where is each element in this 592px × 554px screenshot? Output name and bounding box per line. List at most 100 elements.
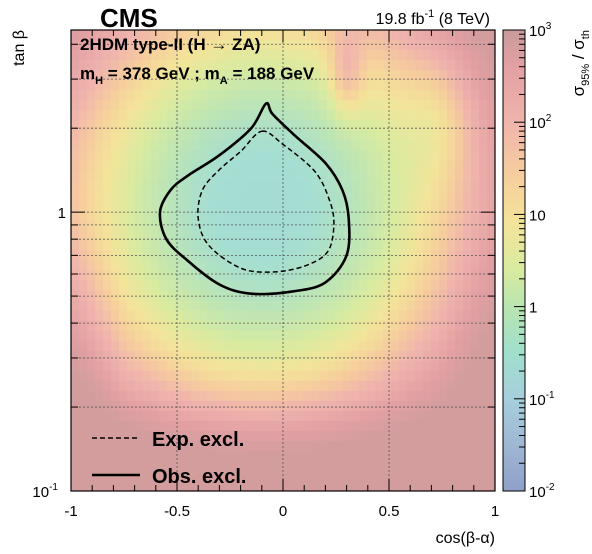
heatmap-cell (263, 280, 272, 292)
heatmap-cell (311, 70, 320, 81)
heatmap-cell (287, 40, 296, 51)
heatmap-cell (431, 420, 440, 432)
heatmap-cell (399, 300, 408, 312)
heatmap-cell (111, 260, 120, 272)
heatmap-cell (423, 170, 432, 181)
heatmap-cell (375, 130, 384, 141)
heatmap-cell (439, 210, 448, 222)
heatmap-cell (407, 270, 416, 282)
heatmap-cell (95, 110, 104, 121)
heatmap-cell (431, 160, 440, 171)
heatmap-cell (431, 380, 440, 392)
heatmap-cell (167, 140, 176, 151)
heatmap-cell (175, 90, 184, 101)
heatmap-cell (335, 60, 344, 71)
heatmap-cell (183, 40, 192, 51)
heatmap-cell (167, 180, 176, 191)
heatmap-cell (319, 60, 328, 71)
heatmap-cell (439, 90, 448, 101)
heatmap-cell (119, 270, 128, 282)
heatmap-cell (247, 140, 256, 151)
heatmap-cell (239, 70, 248, 81)
heatmap-cell (487, 340, 495, 352)
heatmap-cell (223, 330, 232, 342)
heatmap-cell (135, 240, 144, 252)
heatmap-cell (279, 350, 288, 362)
heatmap-cell (327, 80, 336, 91)
heatmap-cell (287, 150, 296, 161)
heatmap-cell (415, 200, 424, 211)
heatmap-cell (175, 80, 184, 91)
heatmap-cell (223, 50, 232, 61)
heatmap-cell (87, 390, 96, 402)
heatmap-cell (199, 140, 208, 151)
heatmap-cell (375, 260, 384, 272)
heatmap-cell (319, 470, 328, 482)
heatmap-cell (319, 390, 328, 402)
heatmap-cell (407, 150, 416, 161)
heatmap-cell (335, 440, 344, 452)
heatmap-cell (183, 190, 192, 201)
heatmap-cell (111, 480, 120, 491)
heatmap-cell (231, 380, 240, 392)
heatmap-cell (407, 220, 416, 232)
heatmap-cell (247, 230, 256, 242)
heatmap-cell (303, 300, 312, 312)
heatmap-cell (431, 370, 440, 382)
heatmap-cell (183, 440, 192, 452)
heatmap-cell (199, 360, 208, 372)
heatmap-cell (439, 310, 448, 322)
heatmap-cell (103, 120, 112, 131)
heatmap-cell (287, 260, 296, 272)
heatmap-cell (423, 60, 432, 71)
heatmap-cell (207, 340, 216, 352)
heatmap-cell (111, 440, 120, 452)
heatmap-cell (343, 170, 352, 181)
heatmap-cell (295, 350, 304, 362)
heatmap-cell (311, 210, 320, 222)
heatmap-cell (359, 40, 368, 51)
heatmap-cell (359, 400, 368, 412)
heatmap-cell (479, 280, 488, 292)
heatmap-cell (479, 130, 488, 141)
heatmap-cell (479, 220, 488, 232)
heatmap-cell (79, 370, 88, 382)
heatmap-cell (455, 220, 464, 232)
heatmap-cell (231, 450, 240, 462)
heatmap-cell (87, 220, 96, 232)
heatmap-cell (199, 80, 208, 91)
heatmap-cell (263, 270, 272, 282)
heatmap-cell (191, 310, 200, 322)
heatmap-cell (455, 440, 464, 452)
heatmap-cell (279, 280, 288, 292)
heatmap-cell (383, 310, 392, 322)
heatmap-cell (447, 360, 456, 372)
heatmap-cell (223, 360, 232, 372)
heatmap-cell (367, 450, 376, 462)
heatmap-cell (159, 450, 168, 462)
heatmap-cell (303, 340, 312, 352)
heatmap-cell (95, 140, 104, 151)
heatmap-cell (167, 340, 176, 352)
heatmap-cell (191, 270, 200, 282)
x-tick-label: 1 (491, 503, 499, 520)
heatmap-cell (423, 50, 432, 61)
heatmap-cell (423, 230, 432, 242)
heatmap-cell (479, 160, 488, 171)
heatmap-cell (271, 270, 280, 282)
heatmap-cell (247, 170, 256, 181)
heatmap-cell (399, 270, 408, 282)
heatmap-cell (71, 100, 80, 111)
heatmap-cell (111, 240, 120, 252)
heatmap-cell (423, 210, 432, 222)
heatmap-cell (167, 320, 176, 332)
heatmap-cell (175, 400, 184, 412)
heatmap-cell (383, 30, 392, 41)
heatmap-cell (359, 340, 368, 352)
heatmap-cell (183, 250, 192, 262)
heatmap-cell (407, 420, 416, 432)
heatmap-cell (223, 190, 232, 201)
heatmap-cell (207, 60, 216, 71)
heatmap-cell (295, 460, 304, 472)
heatmap-cell (231, 220, 240, 232)
